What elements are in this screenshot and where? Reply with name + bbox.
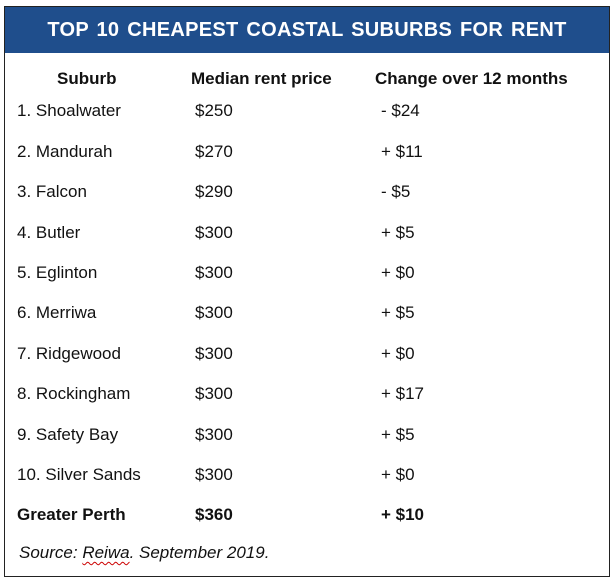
change-cell: + $5 <box>381 223 415 242</box>
table-row: 1. Shoalwater $250 - $24 <box>5 91 609 131</box>
change-cell: + $5 <box>381 425 415 444</box>
table-row: 5. Eglinton $300 + $0 <box>5 253 609 293</box>
median-rent-cell: $290 <box>195 182 233 201</box>
change-cell: + $0 <box>381 344 415 363</box>
change-cell: + $0 <box>381 263 415 282</box>
change-cell: - $5 <box>381 182 411 201</box>
suburb-cell: 8. Rockingham <box>17 384 131 403</box>
suburb-cell: 5. Eglinton <box>17 263 98 282</box>
median-rent-cell: $300 <box>195 263 233 282</box>
suburb-cell: 7. Ridgewood <box>17 344 121 363</box>
source-note: Source: Reiwa. September 2019. <box>19 543 269 563</box>
median-rent-cell: $300 <box>195 344 233 363</box>
median-rent-cell: $300 <box>195 223 233 242</box>
column-header-suburb: Suburb <box>57 69 117 88</box>
suburb-cell: 2. Mandurah <box>17 142 113 161</box>
suburb-cell: 4. Butler <box>17 223 81 242</box>
suburb-cell: 1. Shoalwater <box>17 101 121 120</box>
source-prefix: Source: <box>19 543 83 562</box>
median-rent-cell: $270 <box>195 142 233 161</box>
source-name: Reiwa <box>82 543 130 562</box>
change-cell: + $17 <box>381 384 425 403</box>
table-row: 2. Mandurah $270 + $11 <box>5 132 609 172</box>
table-row: 4. Butler $300 + $5 <box>5 213 609 253</box>
change-cell: - $24 <box>381 101 420 120</box>
total-row: Greater Perth $360 + $10 <box>5 495 609 535</box>
column-header-median-rent: Median rent price <box>191 69 332 88</box>
median-rent-cell: $300 <box>195 303 233 322</box>
rent-table: TOP 10 CHEAPEST COASTAL SUBURBS FOR RENT… <box>4 6 610 577</box>
column-header-change: Change over 12 months <box>375 69 568 88</box>
table-row: 8. Rockingham $300 + $17 <box>5 374 609 414</box>
suburb-cell: 3. Falcon <box>17 182 87 201</box>
change-cell: + $11 <box>381 142 423 161</box>
suburb-cell: 10. Silver Sands <box>17 465 141 484</box>
source-suffix: . September 2019. <box>129 543 270 562</box>
total-suburb-cell: Greater Perth <box>17 505 126 524</box>
table-row: 10. Silver Sands $300 + $0 <box>5 455 609 495</box>
median-rent-cell: $300 <box>195 384 233 403</box>
change-cell: + $5 <box>381 303 415 322</box>
median-rent-cell: $300 <box>195 465 233 484</box>
suburb-cell: 9. Safety Bay <box>17 425 119 444</box>
suburb-cell: 6. Merriwa <box>17 303 97 322</box>
change-cell: + $0 <box>381 465 415 484</box>
median-rent-cell: $300 <box>195 425 233 444</box>
table-row: 9. Safety Bay $300 + $5 <box>5 415 609 455</box>
table-row: 7. Ridgewood $300 + $0 <box>5 334 609 374</box>
table-row: 3. Falcon $290 - $5 <box>5 172 609 212</box>
total-change-cell: + $10 <box>381 505 425 524</box>
total-median-rent-cell: $360 <box>195 505 233 524</box>
table-row: 6. Merriwa $300 + $5 <box>5 293 609 333</box>
median-rent-cell: $250 <box>195 101 233 120</box>
table-title: TOP 10 CHEAPEST COASTAL SUBURBS FOR RENT <box>5 7 609 53</box>
